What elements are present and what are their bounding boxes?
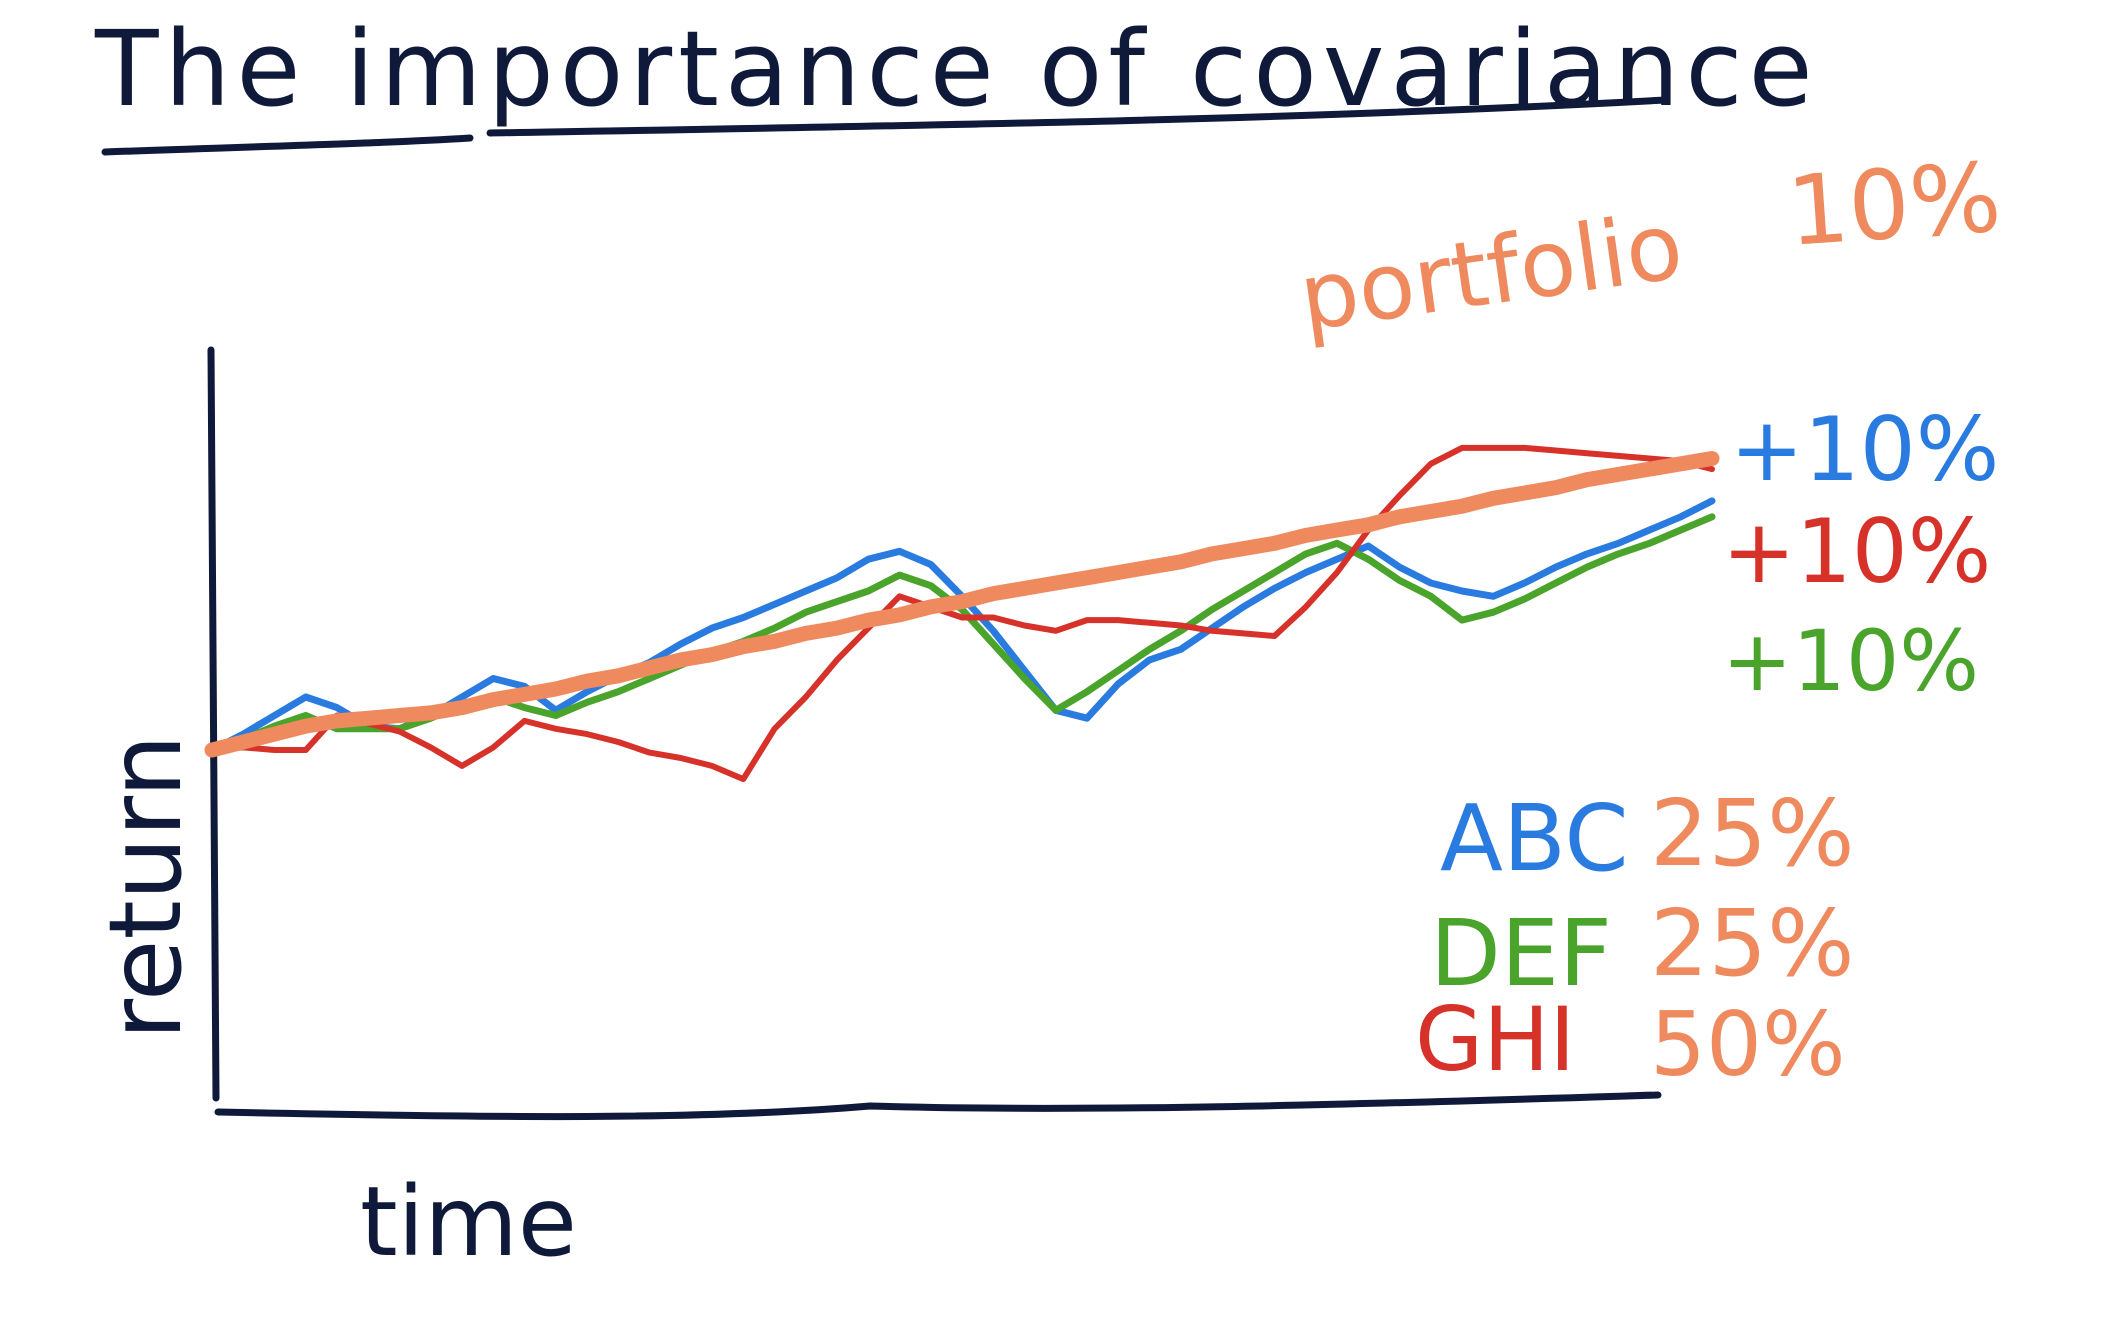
series-line-ghi [209, 444, 1715, 783]
x-axis-label: time [360, 1166, 577, 1278]
chart-title: The importance of covariance [94, 8, 1819, 130]
x-axis [214, 1091, 1662, 1121]
end-label-ghi: +10% [1722, 500, 1991, 603]
series-line-portfolio [204, 451, 1720, 758]
y-axis-label: return [87, 734, 204, 1040]
end-label-def: +10% [1722, 612, 1979, 710]
series-group [204, 444, 1720, 783]
portfolio-return-label: 10% [1784, 141, 2005, 268]
legend-weight-ghi: 50% [1650, 993, 1846, 1096]
legend-name-def: DEF [1430, 900, 1612, 1007]
legend-weight-abc: 25% [1650, 780, 1854, 887]
end-label-abc: +10% [1730, 398, 1999, 501]
title-underline [101, 96, 1669, 156]
legend-weight-def: 25% [1650, 890, 1854, 997]
legend: ABC 25% DEF 25% GHI 50% [1415, 780, 1854, 1096]
portfolio-label: portfolio [1293, 192, 1689, 351]
legend-name-abc: ABC [1440, 785, 1629, 892]
y-axis [207, 346, 220, 1102]
legend-name-ghi: GHI [1415, 988, 1575, 1091]
